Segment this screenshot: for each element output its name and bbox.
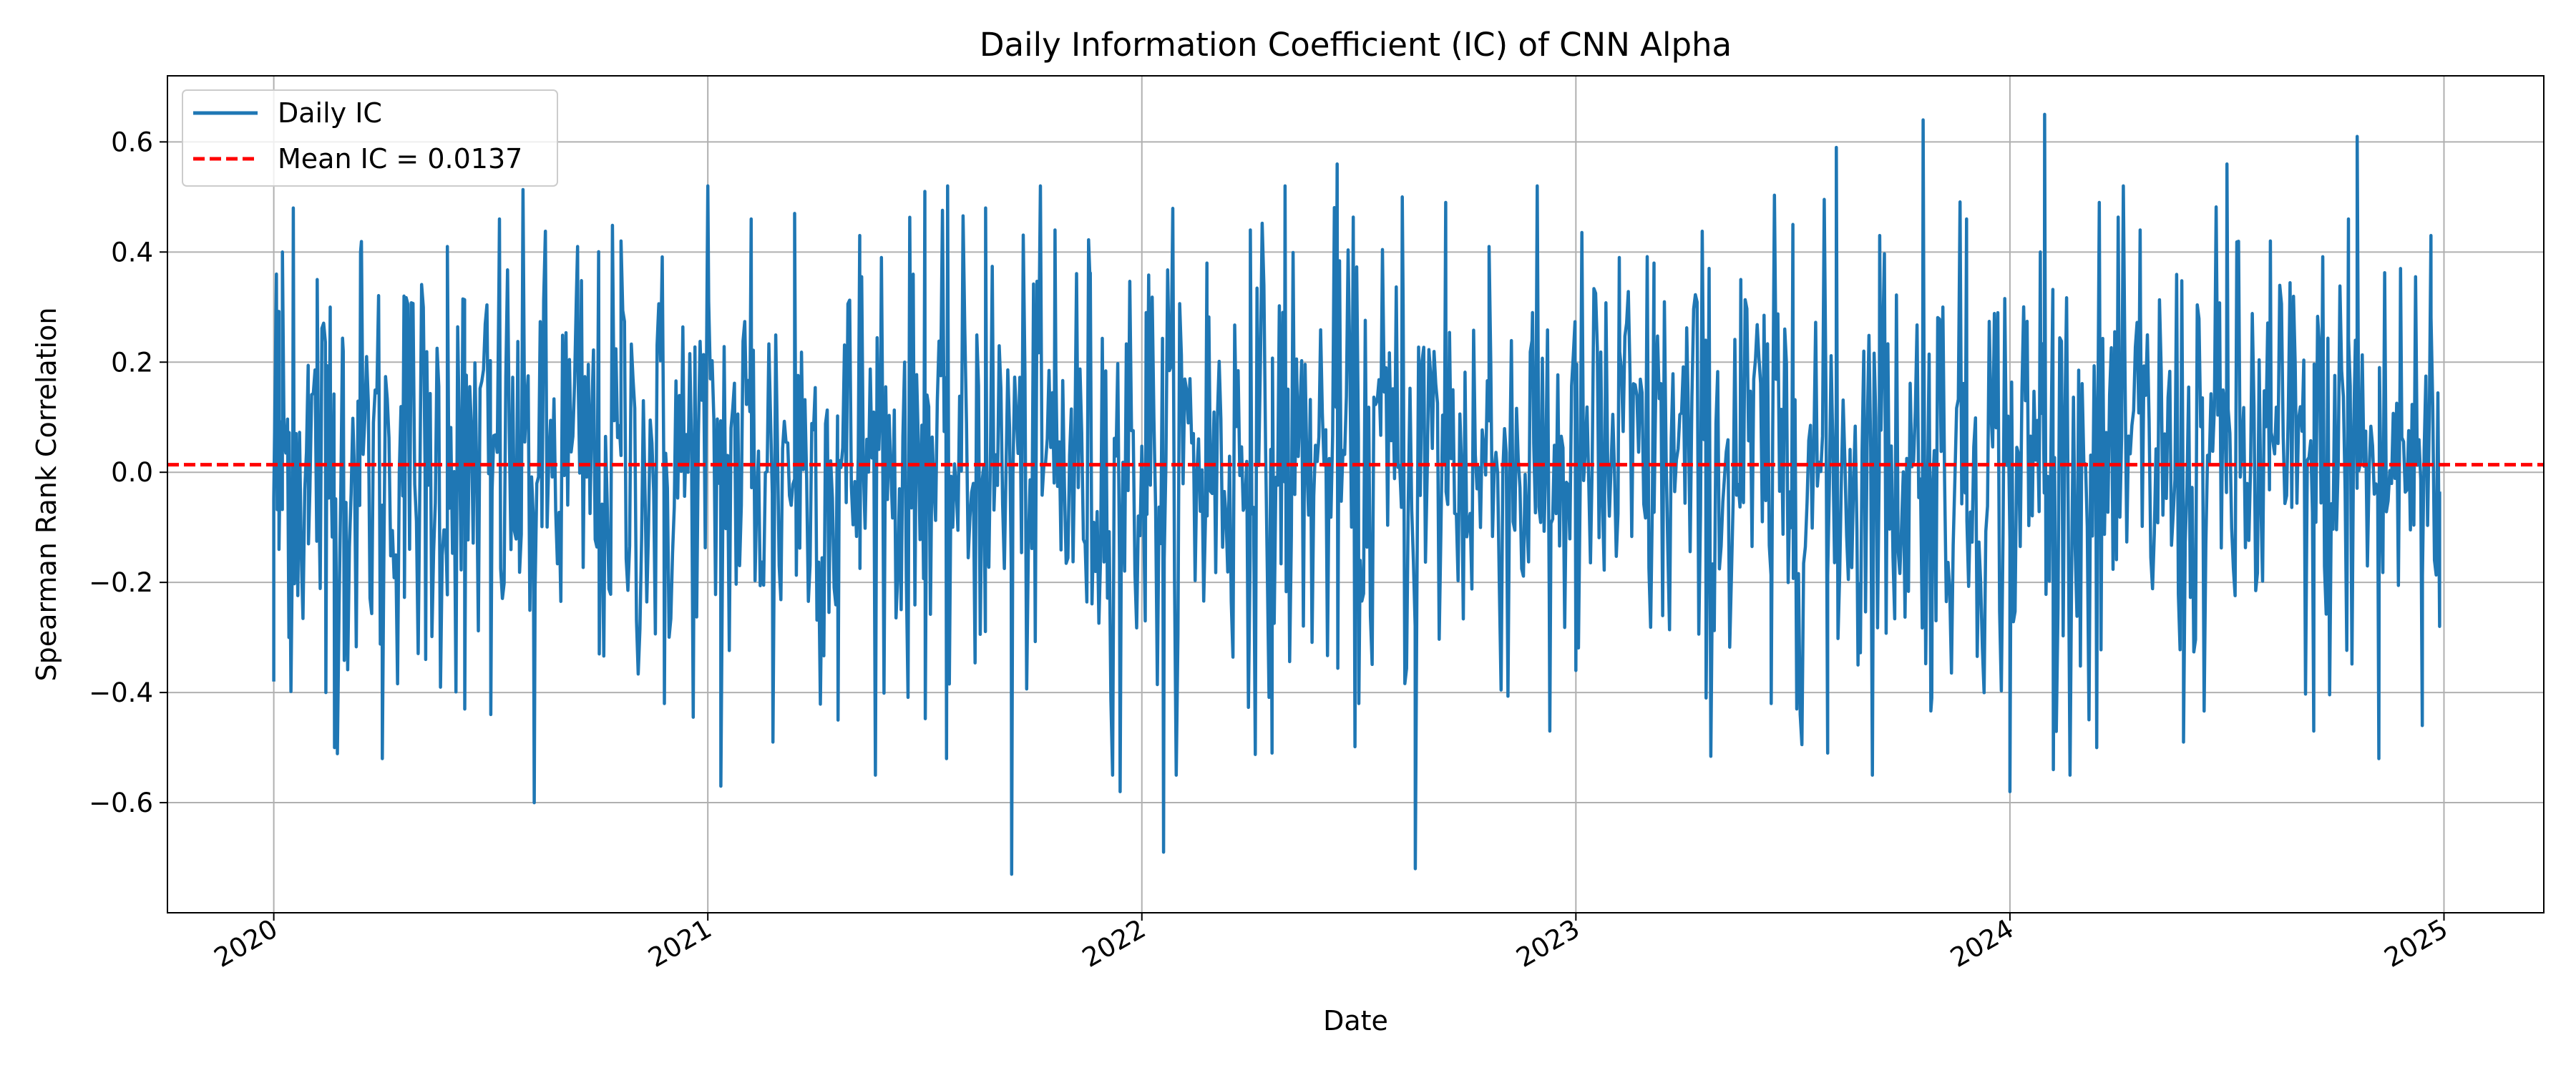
legend: Daily IC Mean IC = 0.0137	[182, 89, 558, 187]
x-tick-label: 2023	[1511, 913, 1585, 974]
y-tick-label: −0.6	[89, 788, 153, 818]
legend-label-mean-ic: Mean IC = 0.0137	[278, 143, 522, 175]
y-tick-label: −0.2	[89, 567, 153, 598]
plot-area-frame	[167, 75, 2545, 913]
y-tick-label: 0.4	[111, 237, 153, 268]
x-tick-label: 2024	[1945, 913, 2019, 974]
y-tick-label: 0.0	[111, 457, 153, 488]
x-tick-label: 2022	[1077, 913, 1151, 974]
series-layer	[167, 112, 2544, 876]
series-line-daily-ic	[272, 112, 2441, 876]
x-tick-label: 2021	[643, 913, 717, 974]
x-tick-label: 2020	[209, 913, 283, 974]
y-tick-label: −0.4	[89, 677, 153, 708]
y-axis-label: Spearman Rank Correlation	[31, 308, 62, 682]
legend-label-daily-ic: Daily IC	[278, 97, 382, 129]
y-tick-label: 0.2	[111, 347, 153, 378]
chart-title: Daily Information Coefficient (IC) of CN…	[980, 26, 1732, 64]
legend-box	[182, 89, 558, 187]
y-tick-label: 0.6	[111, 127, 153, 157]
x-tick-label: 2025	[2379, 913, 2453, 974]
x-axis-label: Date	[1323, 1005, 1388, 1037]
